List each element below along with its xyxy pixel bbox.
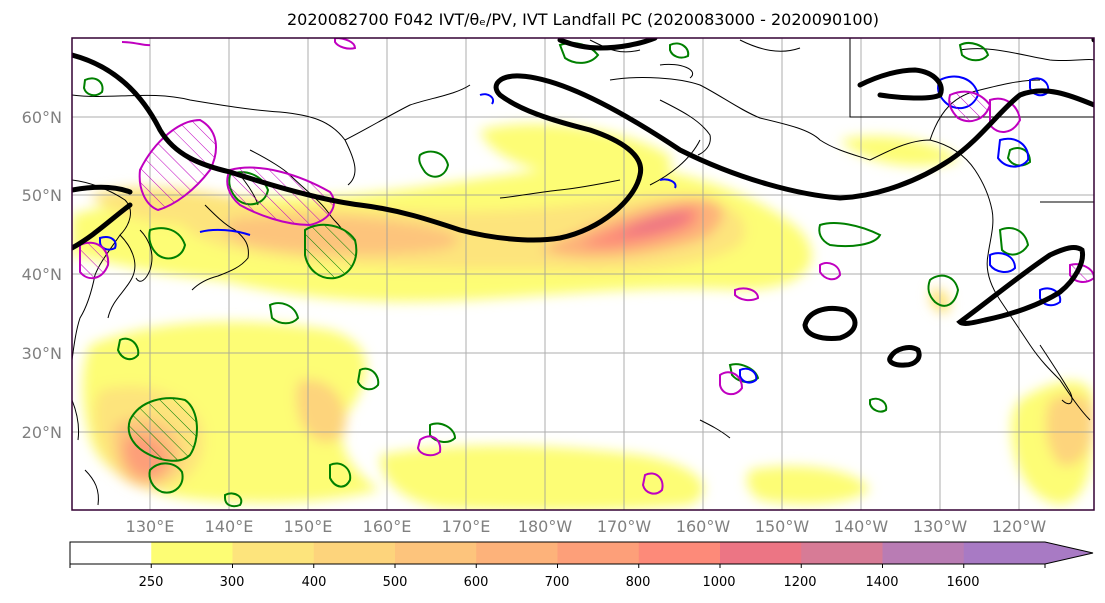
colorbar-ticks: [69, 564, 1046, 568]
lon-tick-140e: 140°E: [205, 517, 254, 536]
colorbar-outline: [69, 541, 1094, 565]
colorbar: 250 300 400 500 600 700 800 1000 1200 14…: [69, 541, 1094, 590]
lat-tick-labels: 60°N 50°N 40°N 30°N 20°N: [22, 108, 62, 442]
lon-tick-130w: 130°W: [913, 517, 968, 536]
colorbar-segment: [638, 542, 721, 564]
colorbar-label-800: 800: [626, 575, 651, 590]
colorbar-labels: 250 300 400 500 600 700 800 1000 1200 14…: [139, 575, 980, 590]
lon-tick-180w: 180°W: [518, 517, 573, 536]
map-frame: [71, 37, 1095, 511]
colorbar-label-1200: 1200: [783, 575, 816, 590]
colorbar-segment: [395, 542, 477, 564]
lat-tick-20n: 20°N: [22, 423, 62, 442]
colorbar-segment: [313, 542, 396, 564]
pv-contours-green: [82, 42, 1032, 508]
colorbar-segment: [151, 542, 233, 564]
lon-tick-160e: 160°E: [363, 517, 412, 536]
lon-tick-160w: 160°W: [676, 517, 731, 536]
colorbar-segments: [70, 542, 1093, 564]
colorbar-label-300: 300: [220, 575, 245, 590]
colorbar-label-250: 250: [139, 575, 164, 590]
lat-tick-50n: 50°N: [22, 186, 62, 205]
colorbar-label-700: 700: [545, 575, 570, 590]
lat-tick-60n: 60°N: [22, 108, 62, 127]
lon-tick-labels: 130°E 140°E 150°E 160°E 170°E 180°W 170°…: [126, 517, 1047, 536]
figure-title: 2020082700 F042 IVT/θₑ/PV, IVT Landfall …: [287, 10, 879, 29]
colorbar-segment: [963, 542, 1093, 564]
lat-tick-40n: 40°N: [22, 265, 62, 284]
colorbar-label-1000: 1000: [702, 575, 735, 590]
colorbar-segment: [232, 542, 315, 564]
colorbar-segment: [70, 542, 152, 564]
colorbar-segment: [882, 542, 965, 564]
colorbar-segment: [557, 542, 640, 564]
colorbar-label-600: 600: [464, 575, 489, 590]
colorbar-segment: [801, 542, 883, 564]
colorbar-segment: [720, 542, 802, 564]
colorbar-label-1400: 1400: [865, 575, 898, 590]
lon-tick-150w: 150°W: [755, 517, 810, 536]
lon-tick-150e: 150°E: [284, 517, 333, 536]
colorbar-label-500: 500: [383, 575, 408, 590]
lon-tick-170w: 170°W: [597, 517, 652, 536]
colorbar-label-400: 400: [302, 575, 327, 590]
map-panel: [72, 38, 1094, 510]
colorbar-label-1600: 1600: [946, 575, 979, 590]
lon-tick-130e: 130°E: [126, 517, 175, 536]
theta-e-contours: [72, 38, 1094, 368]
lat-tick-30n: 30°N: [22, 344, 62, 363]
lon-tick-140w: 140°W: [834, 517, 889, 536]
colorbar-segment: [476, 542, 558, 564]
lon-tick-170e: 170°E: [442, 517, 491, 536]
lon-tick-120w: 120°W: [992, 517, 1047, 536]
